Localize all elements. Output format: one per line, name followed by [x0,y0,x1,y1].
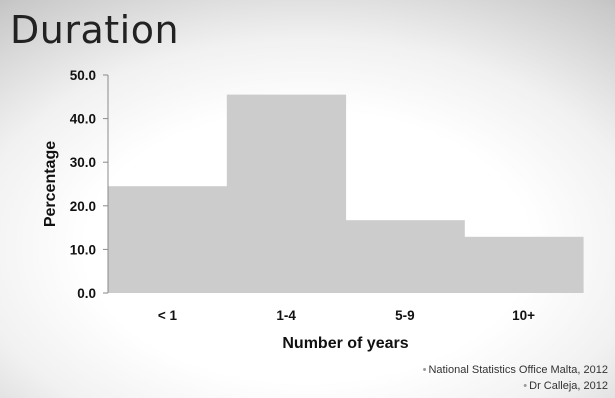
x-tick-label: 10+ [512,308,535,323]
source-text: National Statistics Office Malta, 2012 [428,364,608,376]
y-axis-title: Percentage [42,141,59,227]
source-citation-1: • National Statistics Office Malta, 2012 [423,364,608,376]
x-axis-title: Number of years [282,335,408,352]
bar-group [108,94,584,293]
bar-10 [464,236,584,293]
x-tick-label: 5-9 [395,308,415,323]
bullet-icon: • [422,364,427,376]
y-tick-label: 40.0 [70,112,96,127]
bullet-icon: • [523,380,528,392]
x-tick-label: 1-4 [276,308,296,323]
bar-1-4 [226,94,347,293]
source-text: Dr Calleja, 2012 [529,380,608,392]
y-tick-label: 30.0 [70,155,96,170]
x-tick-label: < 1 [158,308,178,323]
source-citation-2: • Dr Calleja, 2012 [523,380,608,392]
y-tick-label: 50.0 [70,68,96,83]
y-tick-label: 10.0 [70,242,96,257]
slide-title: Duration [10,8,180,52]
bar-1 [108,186,228,293]
y-tick-label: 0.0 [77,286,96,301]
y-tick-label: 20.0 [70,199,96,214]
axes-group: < 1 1-4 5-9 10+ 0.0 10.0 20.0 30.0 40.0 50.0 [70,68,535,323]
bar-5-9 [345,220,465,293]
